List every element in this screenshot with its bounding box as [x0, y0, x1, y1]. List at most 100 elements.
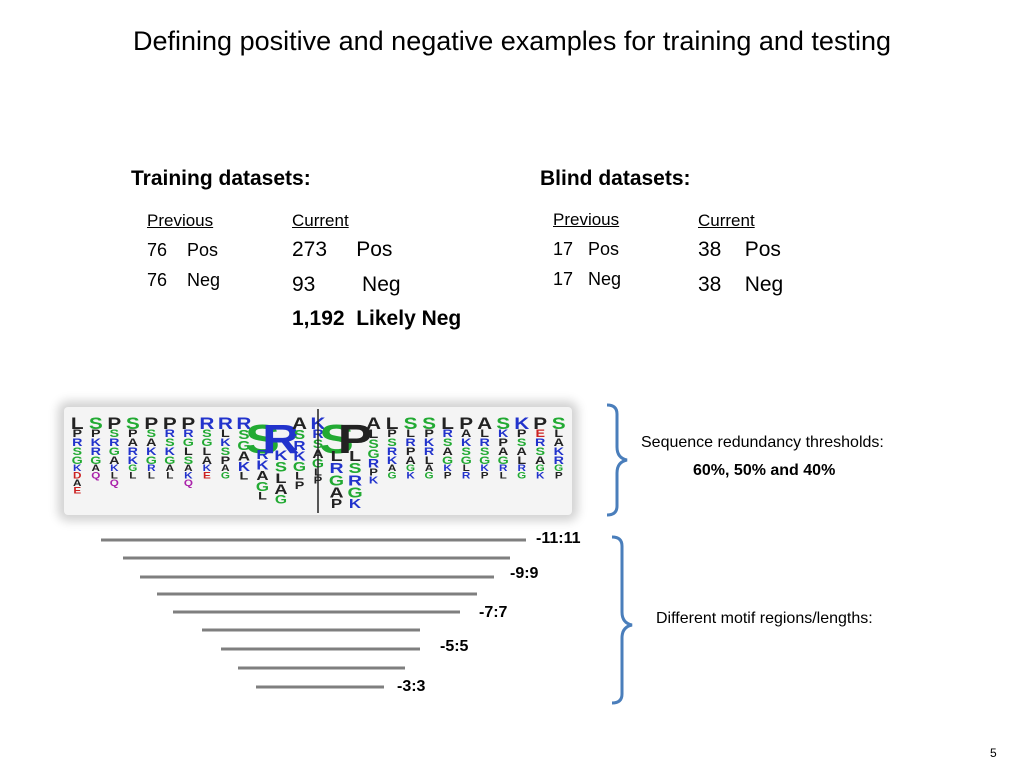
logo-residue: L — [369, 427, 379, 441]
logo-residue: R — [109, 436, 119, 449]
logo-residue: A — [109, 454, 119, 467]
logo-residue: P — [295, 478, 305, 491]
logo-residue: L — [295, 469, 304, 482]
logo-residue: A — [202, 454, 212, 467]
slide-title: Defining positive and negative examples … — [133, 26, 891, 56]
logo-residue: K — [73, 464, 82, 474]
logo-residue: R — [293, 438, 305, 453]
training-datasets-heading: Training datasets: — [131, 167, 311, 190]
logo-residue: G — [367, 446, 379, 460]
logo-residue: A — [128, 436, 138, 449]
window-label-5: -5:5 — [440, 638, 469, 655]
window-label-7: -7:7 — [479, 604, 508, 621]
logo-residue: K — [514, 414, 530, 432]
logo-residue: S — [387, 436, 397, 449]
logo-residue: S — [294, 428, 305, 443]
logo-residue: A — [535, 454, 545, 467]
logo-residue: K — [91, 436, 102, 449]
logo-residue: G — [517, 472, 526, 482]
logo-residue: R — [262, 416, 300, 461]
logo-residue: K — [256, 458, 268, 473]
logo-residue: G — [293, 460, 306, 475]
logo-residue: P — [221, 454, 231, 467]
logo-residue: S — [552, 414, 566, 432]
logo-residue: A — [184, 464, 193, 474]
training-previous-pos: 76 Pos — [147, 240, 219, 260]
logo-residue: R — [218, 414, 234, 432]
logo-residue: S — [368, 437, 378, 451]
logo-residue: L — [221, 427, 230, 440]
logo-residue: K — [128, 454, 139, 467]
logo-residue: G — [442, 454, 453, 467]
logo-residue: G — [554, 464, 563, 474]
logo-residue: R — [368, 456, 379, 470]
logo-residue: G — [72, 454, 83, 467]
logo-residue: R — [424, 445, 434, 458]
logo-residue: S — [238, 428, 249, 443]
logo-residue: Q — [110, 479, 119, 489]
logo-residue: S — [517, 436, 527, 449]
logo-residue: A — [92, 464, 101, 474]
logo-residue: K — [443, 464, 452, 474]
training-current-pos: 273 Pos — [292, 238, 393, 261]
logo-residue: K — [387, 454, 398, 467]
blind-current-neg: 38 Neg — [698, 273, 784, 296]
logo-residue: S — [126, 414, 140, 432]
logo-residue: R — [517, 464, 526, 474]
logo-residue: A — [292, 414, 307, 432]
logo-residue: R — [91, 445, 101, 458]
logo-residue: S — [245, 416, 280, 461]
logo-residue: G — [388, 472, 397, 482]
logo-residue: S — [275, 459, 287, 475]
logo-residue: G — [256, 479, 269, 494]
blind-current-label: Current — [698, 211, 755, 230]
logo-residue: S — [404, 414, 418, 432]
blind-previous-pos: 17 Pos — [553, 239, 620, 259]
logo-residue: A — [366, 414, 381, 432]
logo-residue: E — [203, 472, 211, 482]
logo-residue: L — [203, 445, 212, 458]
logo-residue: L — [517, 454, 526, 467]
logo-residue: S — [461, 445, 471, 458]
logo-residue: L — [71, 414, 84, 432]
logo-residue: L — [441, 414, 454, 432]
logo-residue: R — [405, 436, 415, 449]
logo-residue: G — [275, 492, 287, 506]
logo-residue: A — [146, 436, 156, 449]
training-current-likely-neg: 1,192 Likely Neg — [292, 307, 462, 330]
logo-residue: L — [184, 445, 193, 458]
logo-residue: Q — [184, 479, 193, 489]
logo-residue: K — [184, 472, 193, 482]
blind-datasets-heading: Blind datasets: — [540, 167, 691, 190]
logo-residue: G — [109, 445, 120, 458]
logo-residue: E — [73, 486, 81, 496]
logo-residue: A — [388, 464, 397, 474]
logo-residue: R — [348, 471, 362, 488]
logo-residue: L — [275, 471, 286, 487]
logo-residue: R — [199, 414, 215, 432]
logo-residue: R — [480, 436, 490, 449]
logo-residue: S — [110, 427, 120, 440]
logo-residue: K — [238, 460, 250, 475]
logo-residue: P — [481, 472, 489, 482]
logo-residue: P — [144, 414, 158, 432]
logo-residue: K — [293, 449, 305, 464]
logo-residue: P — [517, 427, 527, 440]
redundancy-values: 60%, 50% and 40% — [693, 462, 836, 479]
logo-residue: R — [554, 454, 564, 467]
logo-residue: G — [479, 454, 490, 467]
logo-residue: G — [406, 464, 415, 474]
logo-residue: P — [444, 472, 452, 482]
logo-residue: K — [424, 436, 435, 449]
logo-residue: K — [406, 472, 415, 482]
logo-residue: R — [329, 459, 343, 476]
logo-residue: L — [349, 447, 361, 464]
blind-previous-label: Previous — [553, 210, 620, 229]
logo-residue: G — [221, 472, 230, 482]
logo-residue: L — [258, 489, 267, 502]
redundancy-bracket — [606, 403, 628, 517]
logo-residue: P — [128, 427, 138, 440]
logo-residue: D — [73, 472, 82, 482]
logo-residue: E — [535, 427, 545, 440]
